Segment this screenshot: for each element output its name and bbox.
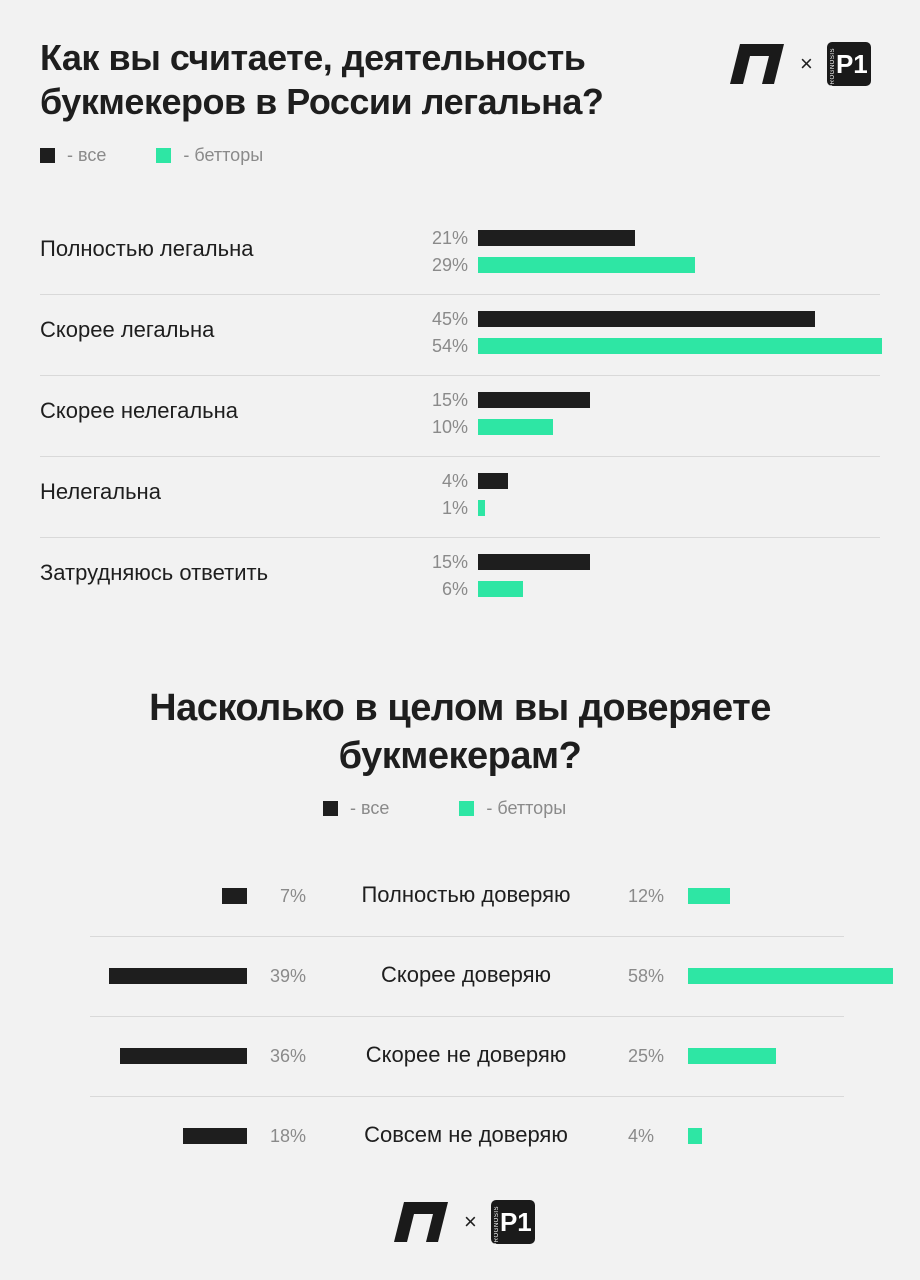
- legend-swatch-bettors: [459, 801, 475, 816]
- chart1-row: Скорее легальна 45% 54%: [40, 294, 882, 375]
- data-label: 15%: [431, 552, 468, 572]
- legend-label-all: - все: [350, 798, 390, 818]
- legend-swatch-all: [40, 148, 55, 163]
- bar-all: [478, 311, 815, 327]
- legend-label-bettors: - бетторы: [183, 145, 264, 165]
- chart1-row: Скорее нелегальна 15% 10%: [40, 375, 880, 456]
- p1-logo-icon: PROGNOSIS P1: [490, 1200, 535, 1247]
- bar-all: [478, 473, 508, 489]
- chart2-title-line: Насколько в целом вы доверяете: [149, 687, 771, 729]
- times-sign: ×: [464, 1209, 477, 1234]
- category-label: Полностью доверяю: [361, 882, 571, 907]
- logos-bottom: × PROGNOSIS P1: [394, 1200, 535, 1247]
- chart1-row: Полностью легальна 21% 29%: [40, 214, 880, 294]
- bar-bettors: [688, 968, 893, 984]
- category-label: Скорее нелегальна: [40, 398, 238, 423]
- row-divider: [90, 1016, 844, 1017]
- data-label: 21%: [431, 228, 468, 248]
- data-label: 18%: [269, 1126, 306, 1146]
- chart1-title-line: букмекеров в России легальна?: [40, 81, 604, 122]
- category-label: Совсем не доверяю: [364, 1122, 568, 1147]
- p1-logo-text: P1: [499, 1206, 532, 1237]
- category-label: Скорее доверяю: [381, 962, 551, 987]
- bar-bettors: [478, 581, 523, 597]
- bar-all: [183, 1128, 247, 1144]
- legend-label-bettors: - бетторы: [486, 798, 567, 818]
- legend-swatch-all: [323, 801, 338, 816]
- bar-all: [119, 1048, 247, 1064]
- data-label: 54%: [431, 336, 468, 356]
- chart2-legend: - все - бетторы: [323, 798, 566, 819]
- category-label: Затрудняюсь ответить: [40, 560, 269, 585]
- p1-logo-side-text: PROGNOSIS: [829, 48, 836, 89]
- chart2-row: 36% Скорее не доверяю 25%: [0, 1016, 920, 1096]
- chart2-row: 7% Полностью доверяю 12%: [0, 856, 920, 936]
- data-label: 10%: [431, 417, 468, 437]
- n-logo-icon: [730, 44, 784, 84]
- chart1-row: Нелегальна 4% 1%: [40, 456, 880, 537]
- data-label: 6%: [441, 579, 468, 599]
- category-label: Скорее не доверяю: [365, 1042, 567, 1067]
- data-label: 1%: [441, 498, 468, 518]
- legend-item-bettors: - бетторы: [459, 798, 566, 819]
- data-label: 25%: [628, 1046, 665, 1066]
- legend-swatch-bettors: [156, 148, 172, 163]
- logos-top: × PROGNOSIS P1: [730, 42, 871, 89]
- legend-label-all: - все: [67, 145, 107, 165]
- data-label: 29%: [431, 255, 468, 275]
- row-divider: [90, 1096, 844, 1097]
- bar-bettors: [688, 1048, 777, 1064]
- data-label: 39%: [269, 966, 306, 986]
- chart1-rows: Полностью легальна 21% 29% Скорее легальна 4…: [40, 214, 882, 618]
- data-label: 45%: [431, 309, 468, 329]
- chart1-title-line: Как вы считаете, деятельность: [40, 37, 586, 78]
- bar-bettors: [478, 257, 695, 273]
- chart1-title: Как вы считаете, деятельность букмекеров…: [40, 36, 700, 124]
- p1-logo-icon: PROGNOSIS P1: [826, 42, 871, 89]
- bar-bettors: [688, 1128, 703, 1144]
- bar-all: [222, 888, 247, 904]
- chart1-legend: - все - бетторы: [40, 145, 263, 166]
- chart2-row: 39% Скорее доверяю 58%: [0, 936, 920, 1016]
- chart2-title-line: букмекерам?: [338, 735, 582, 777]
- chart2-rows: 7% Полностью доверяю 12% 39% Скорее доверяю 5…: [0, 856, 920, 1176]
- chart2-title: Насколько в целом вы доверяете букмекера…: [0, 684, 920, 780]
- bar-bettors: [688, 888, 731, 904]
- data-label: 36%: [269, 1046, 306, 1066]
- chart1-row: Затрудняюсь ответить 15% 6%: [40, 537, 880, 618]
- category-label: Полностью легальна: [40, 236, 254, 261]
- p1-logo-side-text: PROGNOSIS: [493, 1206, 500, 1247]
- bar-bettors: [478, 338, 882, 354]
- bar-all: [478, 230, 636, 246]
- legend-item-all: - все: [40, 145, 106, 166]
- legend-item-bettors: - бетторы: [156, 145, 263, 166]
- data-label: 4%: [628, 1126, 655, 1146]
- chart2-row: 18% Совсем не доверяю 4%: [0, 1096, 920, 1176]
- bar-all: [478, 554, 591, 570]
- data-label: 58%: [628, 966, 665, 986]
- data-label: 15%: [431, 390, 468, 410]
- category-label: Скорее легальна: [40, 317, 215, 342]
- bar-bettors: [478, 419, 553, 435]
- row-divider: [90, 936, 844, 937]
- p1-logo-text: P1: [835, 48, 868, 79]
- data-label: 7%: [279, 886, 306, 906]
- n-logo-icon: [394, 1202, 448, 1242]
- bar-all: [109, 968, 247, 984]
- bar-bettors: [478, 500, 486, 516]
- bar-all: [478, 392, 591, 408]
- legend-item-all: - все: [323, 798, 389, 819]
- data-label: 12%: [628, 886, 665, 906]
- times-sign: ×: [800, 51, 813, 76]
- data-label: 4%: [441, 471, 468, 491]
- category-label: Нелегальна: [40, 479, 161, 504]
